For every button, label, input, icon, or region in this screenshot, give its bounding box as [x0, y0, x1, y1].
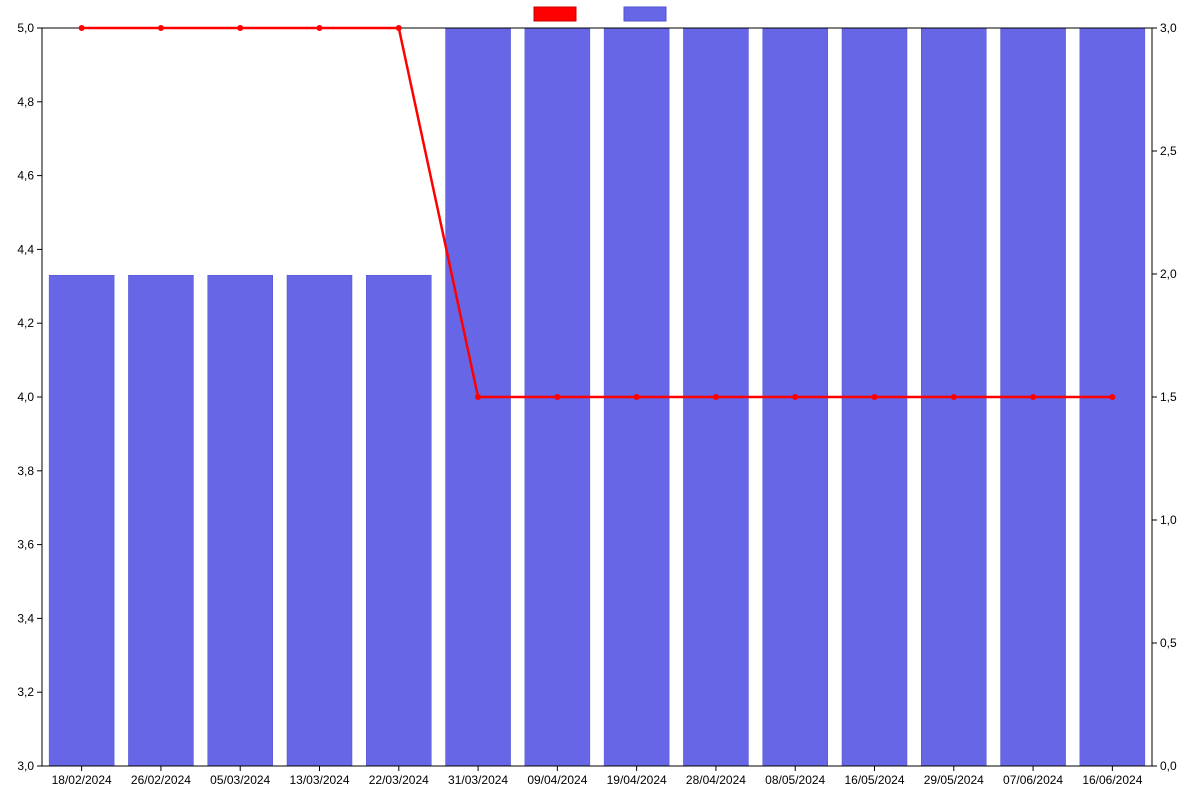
line-marker — [475, 394, 481, 400]
y-right-tick-label: 0,5 — [1160, 636, 1177, 650]
y-left-tick-label: 5,0 — [17, 21, 34, 35]
x-tick-label: 26/02/2024 — [131, 773, 191, 787]
line-marker — [792, 394, 798, 400]
y-right-tick-label: 3,0 — [1160, 21, 1177, 35]
line-marker — [317, 25, 323, 31]
line-marker — [237, 25, 243, 31]
x-tick-label: 22/03/2024 — [369, 773, 429, 787]
line-marker — [1109, 394, 1115, 400]
bar — [128, 275, 193, 766]
x-tick-label: 16/06/2024 — [1082, 773, 1142, 787]
combo-chart: 3,0 3,2 3,4 3,6 3,8 4,0 4,2 4,4 4,6 4,8 5,0 0,0 0,5 1… — [0, 0, 1200, 800]
line-marker — [1030, 394, 1036, 400]
y-left-tick-label: 4,2 — [17, 316, 34, 330]
y-left-tick-label: 4,0 — [17, 390, 34, 404]
y-left-tick-label: 4,6 — [17, 169, 34, 183]
legend-swatch-bar — [624, 7, 666, 21]
line-marker — [872, 394, 878, 400]
x-tick-label: 05/03/2024 — [210, 773, 270, 787]
bar — [49, 275, 114, 766]
bar — [208, 275, 273, 766]
bar — [366, 275, 431, 766]
x-tick-label: 08/05/2024 — [765, 773, 825, 787]
legend-swatch-line — [534, 7, 576, 21]
line-marker — [634, 394, 640, 400]
y-left-tick-label: 3,4 — [17, 611, 34, 625]
x-tick-label: 13/03/2024 — [289, 773, 349, 787]
y-right-tick-label: 0,0 — [1160, 759, 1177, 773]
bar — [287, 275, 352, 766]
line-marker — [951, 394, 957, 400]
line-marker — [79, 25, 85, 31]
x-tick-label: 18/02/2024 — [52, 773, 112, 787]
y-right-tick-label: 1,5 — [1160, 390, 1177, 404]
y-left-tick-label: 3,8 — [17, 464, 34, 478]
line-marker — [396, 25, 402, 31]
x-tick-label: 31/03/2024 — [448, 773, 508, 787]
line-marker — [554, 394, 560, 400]
x-tick-label: 09/04/2024 — [527, 773, 587, 787]
y-left-tick-label: 4,4 — [17, 242, 34, 256]
y-right-tick-label: 1,0 — [1160, 513, 1177, 527]
x-tick-label: 29/05/2024 — [924, 773, 984, 787]
y-right-tick-label: 2,0 — [1160, 267, 1177, 281]
x-tick-label: 07/06/2024 — [1003, 773, 1063, 787]
y-left-tick-label: 3,6 — [17, 538, 34, 552]
line-marker — [713, 394, 719, 400]
y-left-tick-label: 3,2 — [17, 685, 34, 699]
x-tick-label: 16/05/2024 — [844, 773, 904, 787]
x-tick-label: 28/04/2024 — [686, 773, 746, 787]
line-marker — [158, 25, 164, 31]
y-right-tick-label: 2,5 — [1160, 144, 1177, 158]
y-left-tick-label: 4,8 — [17, 95, 34, 109]
y-left-tick-label: 3,0 — [17, 759, 34, 773]
x-tick-label: 19/04/2024 — [607, 773, 667, 787]
